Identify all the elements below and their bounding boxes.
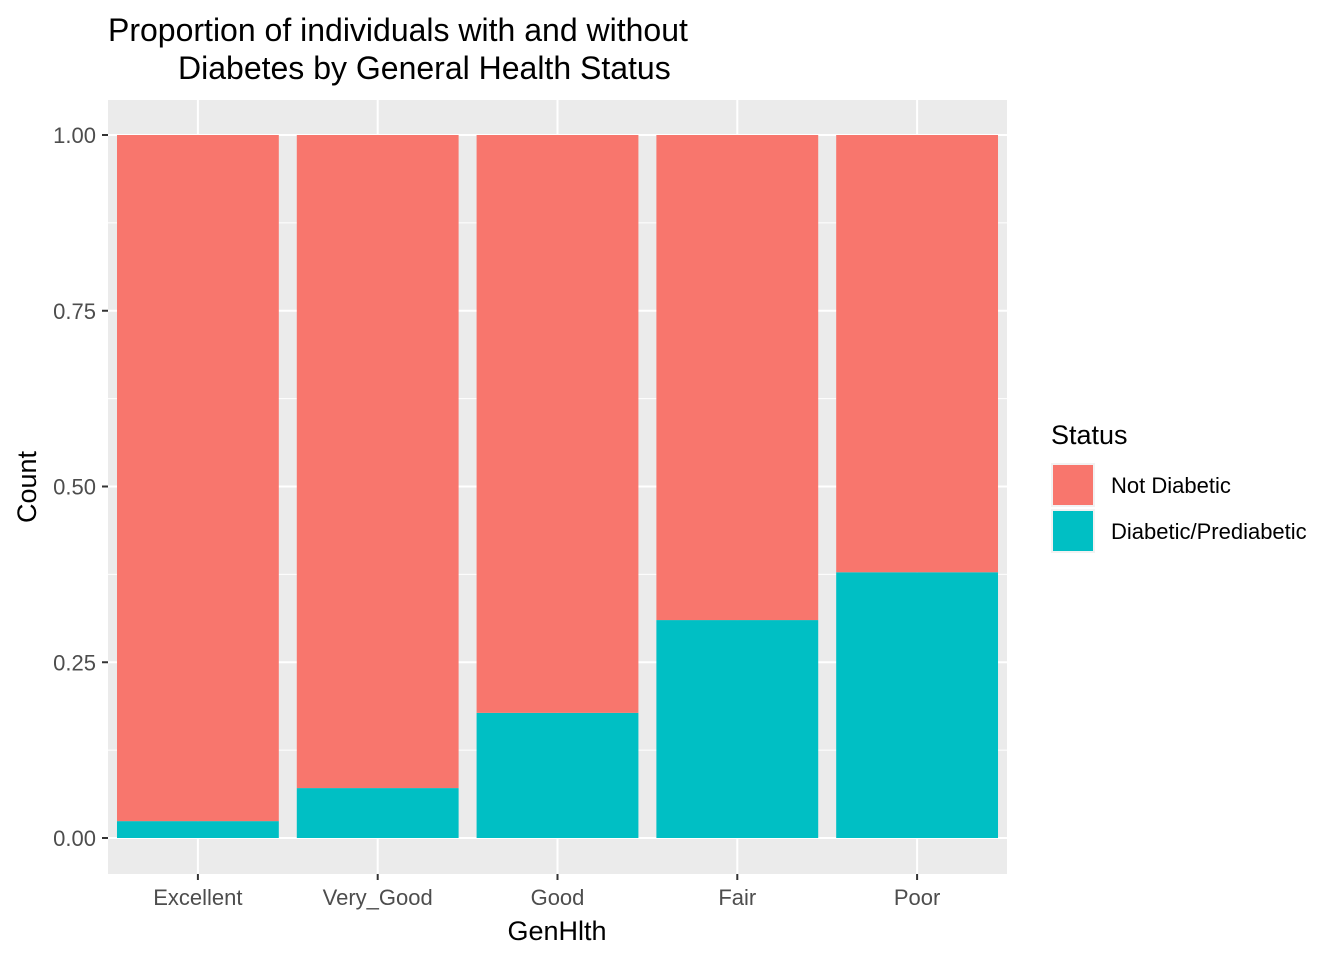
x-tick-label: Very_Good — [323, 885, 433, 910]
y-tick-label: 1.00 — [53, 123, 96, 148]
x-axis-title: GenHlth — [507, 916, 606, 946]
bar-not-diabetic — [836, 135, 999, 573]
bar-diabetic-prediabetic — [476, 712, 639, 838]
y-tick-label: 0.00 — [53, 826, 96, 851]
legend-entries: Not Diabetic Diabetic/Prediabetic — [1051, 463, 1307, 553]
y-tick-label: 0.25 — [53, 650, 96, 675]
y-axis-title: Count — [12, 450, 42, 523]
legend-swatch — [1053, 511, 1093, 551]
legend-title: Status — [1051, 420, 1128, 450]
bar-diabetic-prediabetic — [116, 821, 279, 838]
y-tick-label: 0.75 — [53, 299, 96, 324]
bar-not-diabetic — [116, 135, 279, 822]
x-tick-label: Good — [531, 885, 585, 910]
bar-diabetic-prediabetic — [836, 572, 999, 838]
legend-label: Diabetic/Prediabetic — [1111, 519, 1307, 544]
bar-diabetic-prediabetic — [296, 788, 459, 838]
x-tick-label: Fair — [718, 885, 756, 910]
legend: Status Not Diabetic Diabetic/Prediabetic — [1051, 420, 1307, 553]
bars — [116, 135, 999, 838]
chart-title-line-1: Proportion of individuals with and witho… — [108, 12, 688, 48]
y-tick-label: 0.50 — [53, 475, 96, 500]
legend-swatch — [1053, 465, 1093, 505]
bar-not-diabetic — [476, 135, 639, 713]
chart-title-line-2: Diabetes by General Health Status — [178, 50, 671, 86]
x-axis: Excellent Very_Good Good Fair Poor — [153, 874, 940, 910]
y-axis: 0.00 0.25 0.50 0.75 1.00 — [53, 123, 108, 851]
bar-not-diabetic — [656, 135, 819, 621]
bar-diabetic-prediabetic — [656, 620, 819, 838]
legend-label: Not Diabetic — [1111, 473, 1231, 498]
x-tick-label: Poor — [894, 885, 940, 910]
bar-not-diabetic — [296, 135, 459, 789]
x-tick-label: Excellent — [153, 885, 242, 910]
